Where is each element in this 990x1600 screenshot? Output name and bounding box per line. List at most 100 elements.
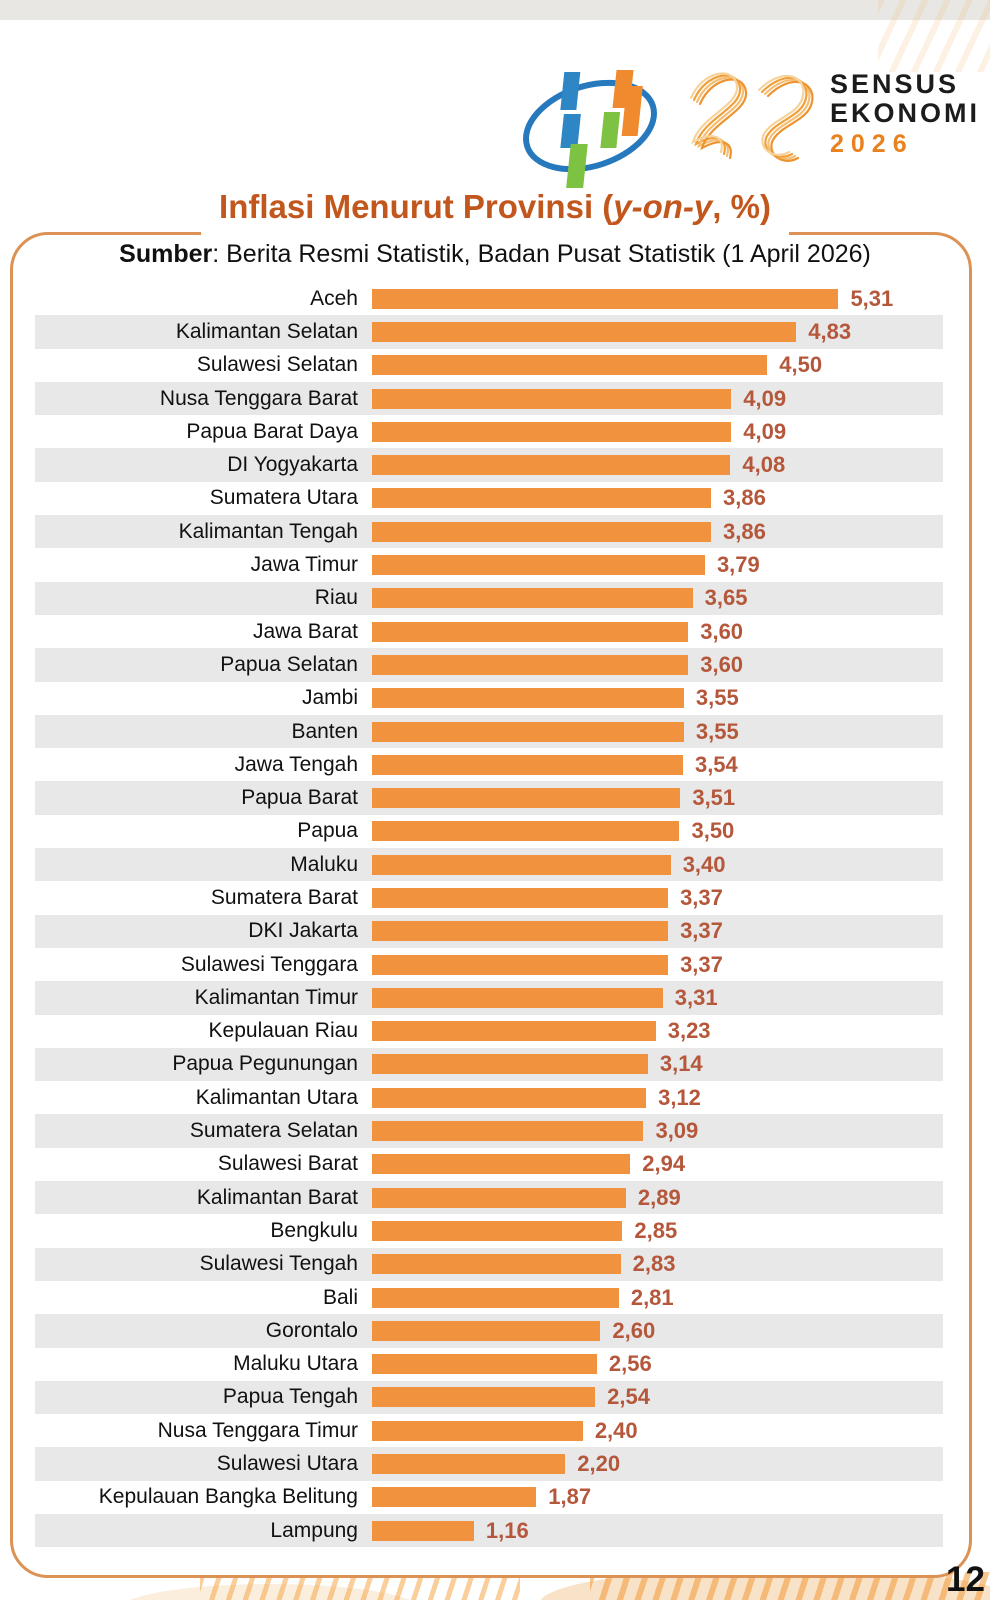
inflation-bar bbox=[372, 821, 680, 842]
value-label: 2,60 bbox=[612, 1317, 656, 1343]
inflation-bar bbox=[372, 1520, 474, 1541]
inflation-bar bbox=[372, 854, 671, 875]
value-label: 3,37 bbox=[680, 951, 723, 977]
page-number: 12 bbox=[946, 1560, 985, 1599]
province-label: Sulawesi Selatan bbox=[196, 353, 358, 377]
value-label: 2,54 bbox=[607, 1384, 650, 1410]
chart-title-italic: y-on-y bbox=[613, 188, 713, 225]
chart-row: DKI Jakarta 3,37 bbox=[35, 914, 943, 948]
inflation-bar bbox=[372, 721, 684, 742]
bar-zone: 3,37 bbox=[372, 915, 943, 948]
value-label: 5,31 bbox=[850, 285, 894, 311]
inflation-bar bbox=[372, 1320, 601, 1341]
value-label: 2,20 bbox=[577, 1451, 621, 1477]
province-label: Bengkulu bbox=[270, 1218, 358, 1242]
bar-zone: 3,60 bbox=[372, 648, 943, 681]
value-label: 3,79 bbox=[716, 552, 760, 578]
province-label: Kepulauan Bangka Belitung bbox=[98, 1485, 358, 1509]
bar-zone: 3,12 bbox=[372, 1081, 943, 1114]
bar-zone: 3,37 bbox=[372, 948, 943, 981]
value-label: 2,85 bbox=[634, 1217, 678, 1243]
province-label: Jambi bbox=[301, 686, 358, 710]
inflation-bar bbox=[372, 921, 669, 942]
province-label: DI Yogyakarta bbox=[227, 453, 358, 477]
chart-row: Kalimantan Selatan 4,83 bbox=[35, 315, 943, 349]
province-label: Nusa Tenggara Barat bbox=[159, 386, 358, 410]
bar-zone: 1,16 bbox=[372, 1514, 943, 1547]
inflation-bar bbox=[372, 455, 731, 476]
value-label: 1,87 bbox=[548, 1484, 592, 1510]
province-label: Papua Pegunungan bbox=[172, 1052, 358, 1076]
province-label: Papua Tengah bbox=[222, 1385, 358, 1409]
inflation-bar bbox=[372, 488, 712, 509]
province-label: Papua Barat bbox=[241, 786, 358, 810]
bar-zone: 3,37 bbox=[372, 881, 943, 914]
province-label: Maluku Utara bbox=[233, 1352, 358, 1376]
value-label: 3,60 bbox=[700, 651, 744, 677]
chart-row: Papua Tengah 2,54 bbox=[35, 1380, 943, 1415]
source-text: : Berita Resmi Statistik, Badan Pusat St… bbox=[212, 240, 871, 268]
inflation-bar bbox=[372, 1254, 621, 1275]
inflation-bar bbox=[372, 621, 689, 642]
province-label: Kalimantan Utara bbox=[195, 1085, 358, 1109]
chart-row: Sulawesi Tenggara 3,37 bbox=[35, 947, 943, 982]
province-label: Jawa Timur bbox=[250, 553, 358, 577]
bar-zone: 3,40 bbox=[372, 848, 943, 881]
source-note: Sumber: Berita Resmi Statistik, Badan Pu… bbox=[0, 240, 990, 269]
inflation-bar bbox=[372, 654, 689, 675]
province-label: Jawa Barat bbox=[252, 619, 358, 643]
bar-zone: 4,09 bbox=[372, 415, 943, 448]
value-label: 2,56 bbox=[608, 1351, 652, 1377]
inflation-bar bbox=[372, 521, 712, 542]
province-label: Gorontalo bbox=[265, 1318, 358, 1342]
chart-row: Nusa Tenggara Barat 4,09 bbox=[35, 381, 943, 416]
chart-title-text: Inflasi Menurut Provinsi ( bbox=[219, 188, 614, 225]
chart-row: Nusa Tenggara Timur 2,40 bbox=[35, 1414, 943, 1448]
value-label: 3,55 bbox=[695, 718, 739, 744]
value-label: 4,50 bbox=[779, 352, 823, 378]
inflation-bar bbox=[372, 1087, 647, 1108]
inflation-bar bbox=[372, 788, 681, 809]
inflation-bar bbox=[372, 1454, 566, 1475]
chart-row: Jambi 3,55 bbox=[35, 681, 943, 715]
province-label: Sulawesi Tengah bbox=[199, 1252, 358, 1276]
bar-zone: 3,79 bbox=[372, 548, 943, 581]
chart-row: Sulawesi Selatan 4,50 bbox=[35, 348, 943, 382]
value-label: 3,60 bbox=[700, 618, 744, 644]
bar-zone: 3,54 bbox=[372, 748, 943, 781]
inflation-bar bbox=[372, 1021, 656, 1042]
chart-row: Jawa Barat 3,60 bbox=[35, 614, 943, 649]
chart-row: Bali 2,81 bbox=[35, 1280, 943, 1315]
province-label: DKI Jakarta bbox=[248, 919, 358, 943]
value-label: 2,40 bbox=[594, 1417, 638, 1443]
chart-title: Inflasi Menurut Provinsi (y-on-y, %) bbox=[201, 188, 789, 236]
chart-row: Kepulauan Riau 3,23 bbox=[35, 1014, 943, 1048]
value-label: 3,51 bbox=[692, 785, 736, 811]
province-label: Sulawesi Utara bbox=[216, 1452, 358, 1476]
value-label: 3,14 bbox=[659, 1051, 703, 1077]
inflation-bar bbox=[372, 1121, 644, 1142]
bar-zone: 3,50 bbox=[372, 815, 943, 848]
chart-row: Maluku Utara 2,56 bbox=[35, 1347, 943, 1381]
bar-zone: 3,51 bbox=[372, 781, 943, 814]
top-right-stripe-decoration bbox=[878, 0, 990, 72]
value-label: 3,54 bbox=[694, 751, 738, 777]
inflation-bar bbox=[372, 288, 839, 309]
chart-row: Aceh 5,31 bbox=[35, 282, 943, 316]
bar-zone: 2,85 bbox=[372, 1214, 943, 1247]
chart-title-suffix: , %) bbox=[712, 188, 771, 225]
inflation-bar bbox=[372, 987, 663, 1008]
value-label: 3,12 bbox=[658, 1084, 701, 1110]
chart-row: Papua Pegunungan 3,14 bbox=[35, 1047, 943, 1082]
chart-row: Sumatera Selatan 3,09 bbox=[35, 1114, 943, 1148]
province-label: Jawa Tengah bbox=[234, 752, 358, 776]
province-label: Sumatera Barat bbox=[210, 885, 358, 909]
province-label: Kalimantan Barat bbox=[196, 1185, 358, 1209]
value-label: 3,86 bbox=[723, 518, 766, 544]
sensus-ekonomi-ribbon-icon bbox=[689, 72, 814, 162]
bar-zone: 2,56 bbox=[372, 1348, 943, 1381]
chart-row: Sumatera Barat 3,37 bbox=[35, 881, 943, 915]
inflation-bar bbox=[372, 1420, 583, 1441]
bar-zone: 3,65 bbox=[372, 582, 943, 615]
value-label: 4,09 bbox=[743, 418, 787, 444]
